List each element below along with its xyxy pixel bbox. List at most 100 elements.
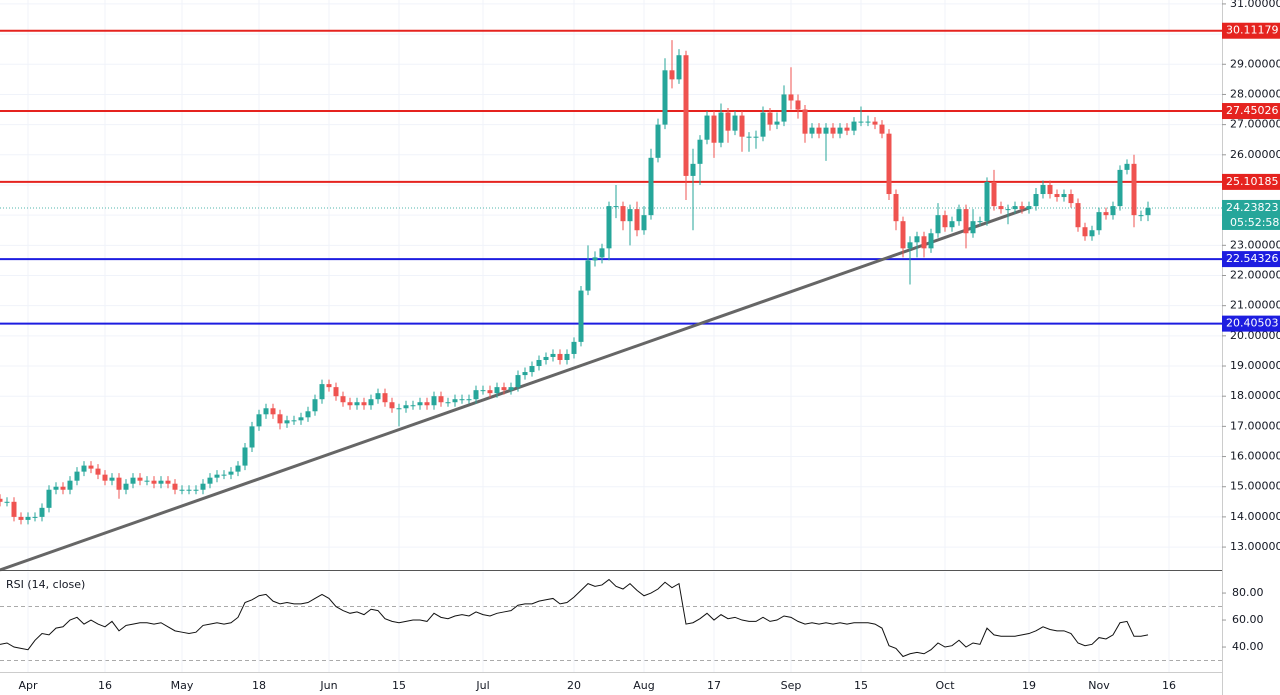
candle-body bbox=[375, 393, 381, 400]
candle-body bbox=[277, 414, 283, 424]
candle-body bbox=[508, 387, 514, 391]
candle-body bbox=[312, 399, 318, 412]
candle-body bbox=[417, 402, 423, 406]
candle-body bbox=[949, 221, 955, 228]
x-tick-label: Oct bbox=[935, 679, 955, 692]
y-tick-label: 19.00000 bbox=[1230, 359, 1280, 372]
candle-body bbox=[0, 498, 3, 502]
candle-body bbox=[1047, 184, 1053, 195]
candle-body bbox=[823, 127, 829, 134]
candle-body bbox=[1138, 215, 1144, 217]
candle-body bbox=[781, 94, 787, 122]
candle-body bbox=[291, 420, 297, 422]
candle-body bbox=[690, 163, 696, 176]
y-tick-label: 29.00000 bbox=[1230, 57, 1280, 70]
candle-body bbox=[550, 353, 556, 357]
x-tick-label: 15 bbox=[392, 679, 406, 692]
candle-body bbox=[1124, 163, 1130, 170]
candle-body bbox=[172, 483, 178, 490]
candle-body bbox=[564, 353, 570, 360]
candle-body bbox=[977, 221, 983, 223]
candle-body bbox=[837, 127, 843, 134]
candle-body bbox=[816, 127, 822, 134]
level-label-box bbox=[1222, 22, 1280, 39]
candle-body bbox=[305, 411, 311, 418]
candle-body bbox=[970, 221, 976, 234]
candle-body bbox=[683, 55, 689, 176]
candle-body bbox=[179, 489, 185, 491]
candle-body bbox=[830, 127, 836, 134]
candle-body bbox=[921, 236, 927, 249]
candle-body bbox=[95, 468, 101, 475]
y-tick-label: 17.00000 bbox=[1230, 419, 1280, 432]
indicator-tick-label: 60.00 bbox=[1232, 613, 1264, 626]
candle-body bbox=[382, 393, 388, 403]
candle-body bbox=[354, 402, 360, 406]
candle-body bbox=[942, 215, 948, 228]
candle-body bbox=[1068, 194, 1074, 204]
level-label: 25.10185 bbox=[1226, 175, 1279, 188]
candle-body bbox=[193, 489, 199, 491]
candle-body bbox=[368, 399, 374, 406]
candle-body bbox=[137, 477, 143, 481]
candle-body bbox=[151, 480, 157, 484]
x-tick-label: Nov bbox=[1088, 679, 1110, 692]
candle-body bbox=[802, 109, 808, 134]
level-label: 22.54326 bbox=[1226, 252, 1279, 265]
level-label-box bbox=[1222, 173, 1280, 190]
candle-body bbox=[788, 94, 794, 101]
candle-body bbox=[655, 124, 661, 158]
candle-body bbox=[1040, 184, 1046, 195]
y-tick-label: 28.00000 bbox=[1230, 87, 1280, 100]
candle-body bbox=[746, 136, 752, 138]
candle-body bbox=[725, 112, 731, 131]
candle-body bbox=[879, 124, 885, 134]
candle-body bbox=[102, 474, 108, 481]
indicator-tick-label: 40.00 bbox=[1232, 640, 1264, 653]
candle-body bbox=[473, 390, 479, 400]
level-label-box bbox=[1222, 103, 1280, 120]
candle-body bbox=[25, 516, 31, 520]
candle-body bbox=[760, 112, 766, 137]
candle-body bbox=[1089, 230, 1095, 237]
x-tick-label: 17 bbox=[707, 679, 721, 692]
candle-body bbox=[599, 248, 605, 258]
candle-body bbox=[809, 127, 815, 134]
x-tick-label: Jul bbox=[475, 679, 489, 692]
plot-area bbox=[0, 29, 1222, 658]
candle-body bbox=[424, 402, 430, 406]
candle-body bbox=[60, 486, 66, 490]
candle-body bbox=[326, 384, 332, 388]
candle-body bbox=[935, 215, 941, 234]
candle-body bbox=[522, 372, 528, 376]
level-label-box bbox=[1222, 251, 1280, 268]
x-tick-label: Aug bbox=[633, 679, 654, 692]
y-tick-label: 13.00000 bbox=[1230, 540, 1280, 553]
candle-body bbox=[865, 121, 871, 123]
candle-body bbox=[1110, 206, 1116, 216]
candle-body bbox=[46, 489, 52, 508]
indicator-title: RSI (14, close) bbox=[6, 578, 85, 591]
level-label: 30.11179 bbox=[1226, 24, 1279, 37]
level-label: 20.40503 bbox=[1226, 317, 1279, 330]
candle-body bbox=[963, 209, 969, 234]
x-tick-label: 18 bbox=[252, 679, 266, 692]
candle-body bbox=[928, 233, 934, 249]
candle-body bbox=[914, 236, 920, 243]
candle-body bbox=[1117, 169, 1123, 207]
candle-body bbox=[872, 121, 878, 125]
y-tick-label: 23.00000 bbox=[1230, 238, 1280, 251]
x-tick-label: 16 bbox=[98, 679, 112, 692]
candle-body bbox=[536, 359, 542, 367]
candle-body bbox=[669, 70, 675, 80]
candle-body bbox=[774, 121, 780, 125]
last-price-box bbox=[1222, 199, 1280, 230]
axes: 13.00000 14.00000 15.00000 16.00000 17.00000… bbox=[18, 0, 1280, 692]
candle-body bbox=[956, 209, 962, 222]
candle-body bbox=[270, 408, 276, 415]
candle-body bbox=[207, 477, 213, 484]
level-label: 27.45026 bbox=[1226, 104, 1279, 117]
